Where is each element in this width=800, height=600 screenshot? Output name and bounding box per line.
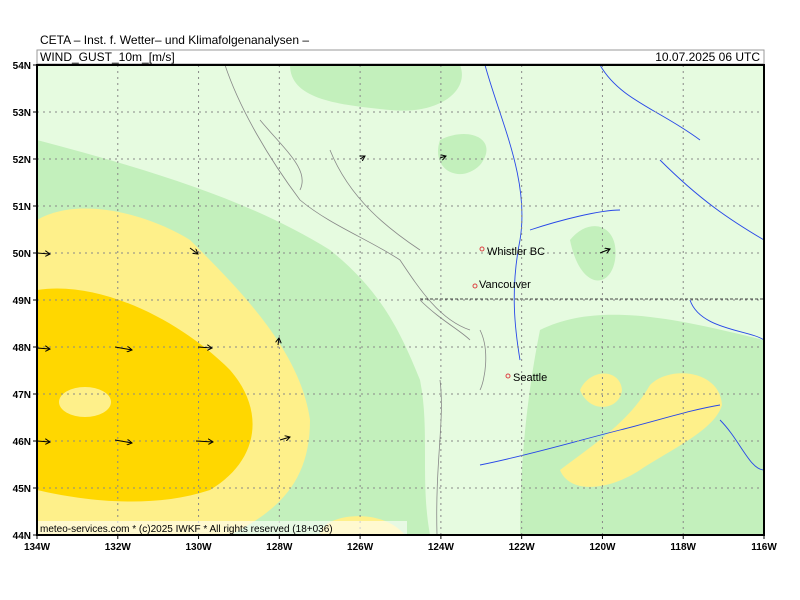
wind-arrows — [37, 156, 610, 443]
field-mid — [438, 134, 487, 175]
lon-label: 124W — [428, 542, 455, 553]
lat-label: 52N — [13, 155, 31, 166]
field-mid — [290, 65, 462, 111]
river — [479, 65, 764, 471]
lon-label: 120W — [589, 542, 616, 553]
city-label: Whistler BC — [487, 246, 545, 258]
lon-label: 118W — [670, 542, 696, 553]
wind-arrow — [114, 347, 132, 350]
city-marker — [479, 246, 485, 252]
lon-label: 128W — [266, 542, 293, 553]
lat-label: 54N — [13, 61, 31, 72]
lat-label: 45N — [13, 484, 31, 495]
lon-label: 134W — [24, 542, 51, 553]
wind-arrow — [439, 156, 446, 158]
lon-label: 132W — [105, 542, 132, 553]
lon-label: 126W — [347, 542, 374, 553]
field: Whistler BC Vancouver Seattle meteo-serv… — [37, 65, 764, 535]
city-marker — [505, 373, 511, 379]
lon-label: 122W — [509, 542, 536, 553]
footer: meteo-services.com * (c)2025 IWKF * All … — [40, 524, 333, 535]
wind-arrow — [114, 440, 132, 443]
field-max — [37, 288, 253, 502]
wind-arrow — [279, 437, 290, 440]
city-label: Seattle — [513, 372, 547, 384]
city-marker — [472, 283, 478, 289]
institute-title: CETA – Inst. f. Wetter– und Klimafolgena… — [40, 33, 309, 47]
wind-arrow — [37, 348, 50, 349]
lat-label: 46N — [13, 437, 31, 448]
wind-arrow — [195, 441, 213, 442]
field-high — [560, 373, 722, 487]
city-label: Vancouver — [479, 279, 531, 291]
field-hole — [59, 387, 111, 417]
lat-label: 47N — [13, 390, 31, 401]
lat-label: 49N — [13, 296, 31, 307]
field-high — [580, 373, 622, 407]
lat-label: 44N — [13, 531, 31, 542]
lat-label: 53N — [13, 108, 31, 119]
lat-label: 51N — [13, 202, 31, 213]
wind-arrow — [360, 156, 365, 159]
footer-bg — [37, 521, 407, 535]
lat-label: 48N — [13, 343, 31, 354]
wind-arrow — [599, 249, 610, 253]
lon-label: 116W — [751, 542, 777, 553]
wind-arrow — [189, 247, 198, 254]
wind-arrow — [37, 441, 50, 442]
grid — [37, 65, 764, 535]
field-mid — [570, 226, 616, 281]
lon-label: 130W — [185, 542, 212, 553]
lat-label: 50N — [13, 249, 31, 260]
wind-arrow — [197, 347, 212, 348]
valid-time: 10.07.2025 06 UTC — [655, 50, 760, 64]
coastline — [224, 65, 487, 535]
wind-arrow — [37, 253, 50, 254]
parameter-label: WIND_GUST_10m_[m/s] — [40, 50, 175, 64]
wind-arrow — [278, 338, 279, 346]
